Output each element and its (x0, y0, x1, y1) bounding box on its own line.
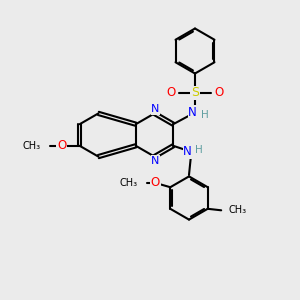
Text: H: H (201, 110, 208, 120)
Text: O: O (167, 86, 176, 100)
Text: N: N (188, 106, 197, 119)
Text: N: N (151, 104, 160, 115)
Text: O: O (151, 176, 160, 189)
Text: O: O (214, 86, 224, 100)
Text: N: N (183, 145, 192, 158)
Text: H: H (195, 145, 203, 155)
Text: N: N (151, 155, 160, 166)
Text: CH₃: CH₃ (119, 178, 137, 188)
Text: CH₃: CH₃ (22, 141, 41, 151)
Text: CH₃: CH₃ (229, 205, 247, 215)
Text: S: S (191, 86, 199, 100)
Text: O: O (57, 139, 66, 152)
